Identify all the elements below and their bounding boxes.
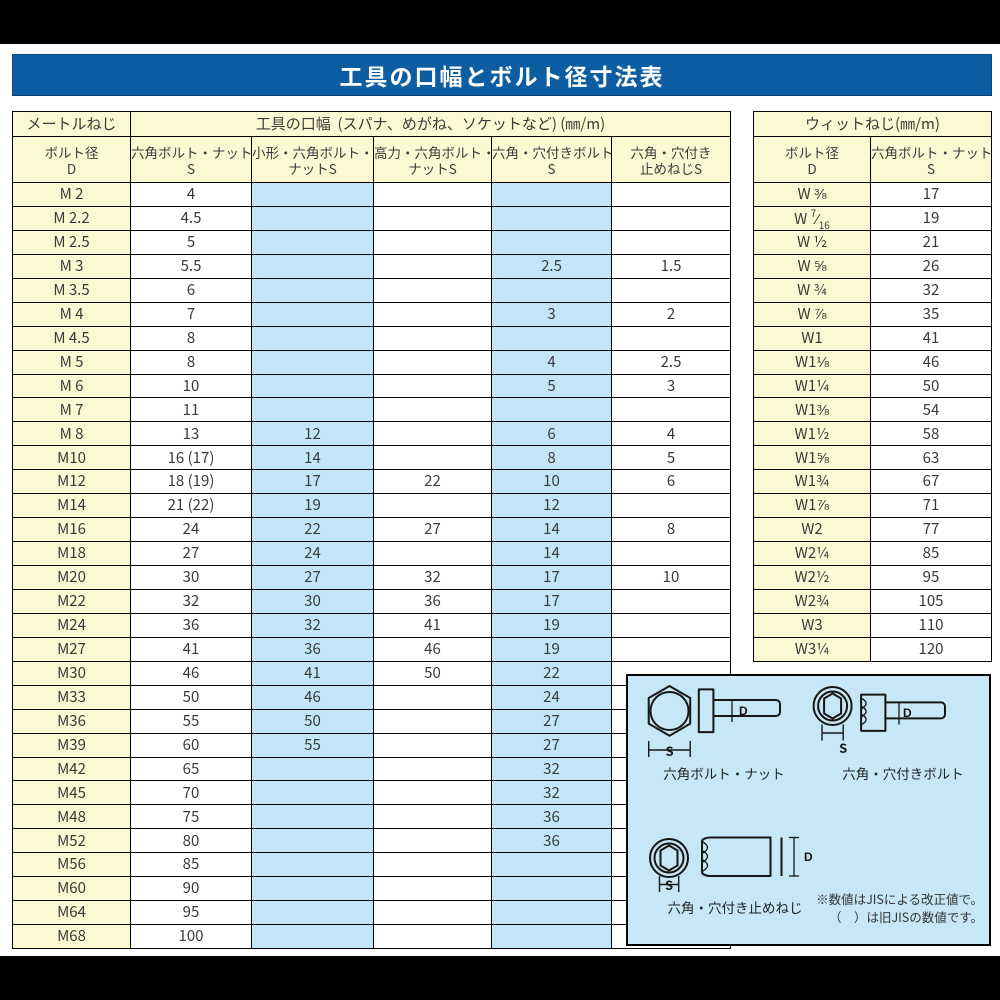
svg-text:六角ボルト・ナット: 六角ボルト・ナット [663,763,785,783]
svg-text:※数値はJISによる改正値で。: ※数値はJISによる改正値で。 [816,889,983,908]
svg-text:S: S [665,741,673,760]
svg-text:D: D [804,850,813,864]
svg-text:（ ）は旧JISの数値です。: （ ）は旧JISの数値です。 [829,907,983,926]
svg-text:六角・穴付きボルト: 六角・穴付きボルト [842,763,964,783]
svg-text:S: S [839,738,847,757]
svg-text:六角・穴付き止めねじ: 六角・穴付き止めねじ [668,897,803,917]
svg-text:D: D [903,706,912,720]
svg-text:D: D [739,704,748,718]
svg-text:S: S [665,875,673,894]
